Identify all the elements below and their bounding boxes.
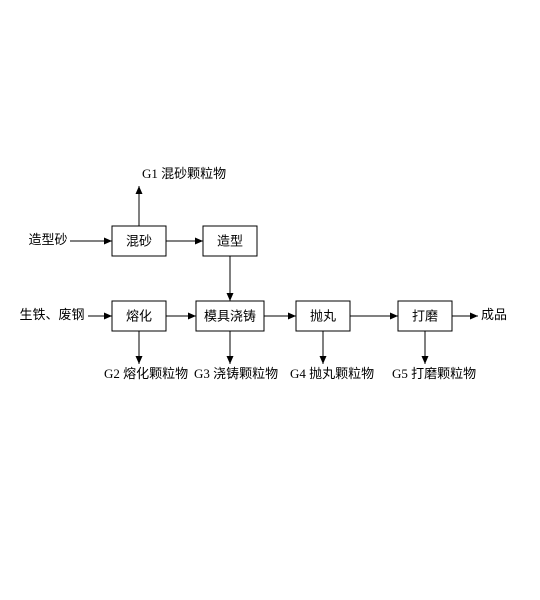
edge-9: [136, 331, 143, 364]
edge-1: [88, 313, 112, 320]
box-label-grind: 打磨: [412, 309, 438, 324]
label-g1: G1 混砂颗粒物: [142, 166, 226, 181]
box-grind: 打磨: [398, 301, 452, 331]
box-shot: 抛丸: [296, 301, 350, 331]
label-g5: G5 打磨颗粒物: [392, 366, 476, 381]
label-g2: G2 熔化颗粒物: [104, 366, 188, 381]
box-label-shot: 抛丸: [310, 309, 336, 324]
box-label-mix: 混砂: [126, 234, 152, 249]
box-melt: 熔化: [112, 301, 166, 331]
label-sand_in: 造型砂: [28, 232, 67, 247]
edge-6: [264, 313, 296, 320]
box-mold: 造型: [203, 226, 257, 256]
edge-5: [166, 313, 196, 320]
edge-3: [136, 186, 143, 226]
edge-10: [227, 331, 234, 364]
box-cast: 模具浇铸: [196, 301, 264, 331]
edge-2: [166, 238, 203, 245]
edge-0: [70, 238, 112, 245]
box-label-melt: 熔化: [126, 309, 152, 324]
box-label-mold: 造型: [217, 234, 243, 249]
box-label-cast: 模具浇铸: [204, 309, 256, 324]
edge-8: [452, 313, 478, 320]
box-mix: 混砂: [112, 226, 166, 256]
label-finish_out: 成品: [481, 307, 507, 322]
flowchart: 造型砂生铁、废钢 成品 混砂 造型熔化 模具浇铸 抛丸 打磨 G1 混砂颗粒物 G2 熔化颗粒物…: [0, 0, 540, 600]
label-iron_in: 生铁、废钢: [19, 307, 84, 322]
label-g3: G3 浇铸颗粒物: [194, 366, 278, 381]
edge-7: [350, 313, 398, 320]
edge-11: [320, 331, 327, 364]
label-g4: G4 抛丸颗粒物: [290, 366, 374, 381]
edge-12: [422, 331, 429, 364]
edge-4: [227, 256, 234, 301]
